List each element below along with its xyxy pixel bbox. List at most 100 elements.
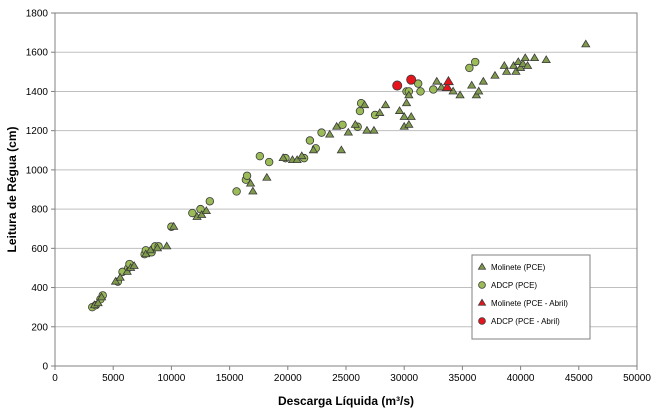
adcp-point [242,171,252,180]
adcp-point [317,128,326,137]
molinete-point [308,145,319,154]
molinete-point [96,292,107,301]
adcp-abril-point [406,74,417,85]
molinete-point [248,186,258,195]
molinete-point [499,61,510,69]
x-tick-label: 25000 [332,373,360,384]
adcp-abril-point [392,80,403,91]
legend-marker [478,317,486,325]
y-tick-label: 400 [31,283,48,294]
molinete-point [369,125,379,134]
molinete-point [375,108,385,116]
x-tick-label: 5000 [102,373,125,384]
legend-marker [478,281,486,289]
molinete-point [262,172,272,181]
adcp-point [413,79,423,88]
x-tick-label: 20000 [274,373,302,384]
legend-label: ADCP (PCE) [491,281,537,290]
x-tick-label: 50000 [623,373,651,384]
y-tick-label: 200 [31,322,48,333]
x-axis-title: Descarga Líquida (m³/s) [278,394,414,408]
molinete-point [162,241,172,250]
molinete-point [513,57,523,65]
x-tick-label: 0 [52,373,58,384]
adcp-point [264,157,274,167]
molinete-point [404,90,414,99]
molinete-point [467,80,477,89]
y-tick-label: 0 [42,362,48,373]
x-tick-label: 30000 [390,373,418,384]
molinete-point [343,127,354,136]
adcp-point [355,106,365,116]
data-points [88,39,591,312]
molinete-point [541,55,551,63]
adcp-point [255,151,265,161]
y-tick-label: 1800 [26,9,49,20]
molinete-point [432,76,442,85]
adcp-point [429,85,438,94]
molinete-point [122,266,132,275]
adcp-point [338,120,347,129]
adcp-point [416,87,425,96]
molinete-point [404,119,414,128]
x-tick-label: 10000 [157,373,185,384]
molinete-point [529,53,540,62]
molinete-point [278,153,288,162]
molinete-point [399,112,409,120]
y-tick-label: 800 [31,205,48,216]
adcp-point [305,136,315,145]
molinete-point [201,206,212,214]
legend-marker [477,262,487,270]
legend-label: ADCP (PCE - Abril) [491,317,560,326]
molinete-point [169,221,179,230]
molinete-point [401,98,412,107]
molinete-point [362,125,372,134]
molinete-abril-point [442,75,454,86]
molinete-point [490,70,500,79]
molinete-point [473,86,484,95]
molinete-point [331,121,342,130]
axis-ticks: 0 5000 10000 15000 20000 25000 30000 35000 40000… [26,9,652,385]
molinete-abril-point [441,81,453,91]
molinete-point [508,61,519,69]
molinete-point [581,39,591,48]
molinete-point [325,129,335,138]
molinete-point [245,178,256,187]
adcp-point [232,187,241,196]
molinete-point [515,63,526,71]
legend-marker [477,298,487,306]
x-tick-label: 45000 [565,373,593,384]
y-tick-label: 1600 [26,48,49,59]
molinete-point [406,112,416,120]
molinete-point [520,53,530,62]
y-tick-label: 1400 [26,87,49,98]
molinete-point [522,61,533,69]
molinete-point [141,249,151,258]
molinete-point [478,76,489,85]
y-axis-title: Leitura de Régua (cm) [5,126,19,252]
molinete-point [471,90,482,99]
molinete-point [511,66,521,75]
molinete-point [93,298,103,307]
adcp-point [188,208,197,218]
molinete-point [152,243,163,252]
x-tick-label: 40000 [507,373,535,384]
legend-label: Molinete (PCE) [491,263,546,272]
molinete-point [129,261,139,269]
molinete-point [115,272,125,281]
molinete-point [297,151,307,160]
molinete-point [380,100,391,109]
adcp-point [205,197,215,206]
molinete-point [110,276,121,285]
molinete-point [501,66,512,75]
molinete-point [292,155,302,164]
y-tick-label: 1000 [26,165,49,176]
molinete-point [394,106,405,114]
adcp-point [465,63,474,73]
legend-box [471,254,591,340]
molinete-point [350,119,361,128]
molinete-point [359,100,370,109]
y-tick-label: 1200 [26,126,49,137]
adcp-point [471,57,480,67]
